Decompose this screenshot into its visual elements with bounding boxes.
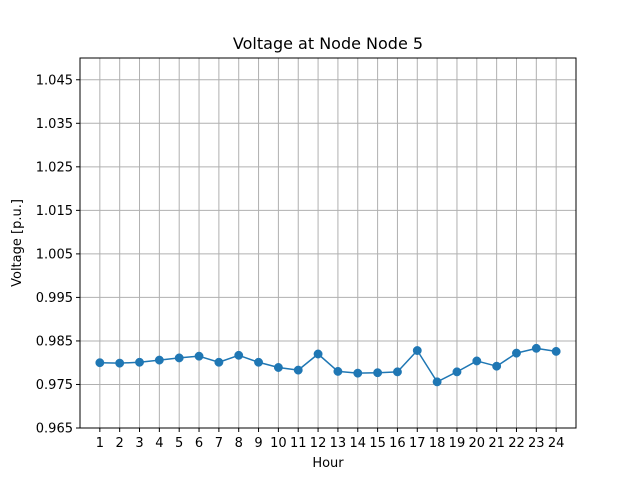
data-point — [174, 353, 184, 363]
data-point — [531, 343, 541, 353]
x-tick-label: 18 — [429, 436, 446, 451]
y-tick-label: 1.035 — [36, 117, 73, 132]
x-tick-label: 12 — [310, 436, 327, 451]
x-tick-label: 1 — [96, 436, 104, 451]
x-tick-label: 11 — [290, 436, 307, 451]
data-point — [135, 357, 144, 367]
x-tick-label: 2 — [116, 436, 124, 451]
series-layer — [95, 343, 561, 387]
data-point — [115, 358, 125, 368]
data-point — [214, 357, 224, 367]
data-point — [333, 366, 343, 376]
plot-frame — [79, 57, 577, 429]
x-tick-label: 3 — [135, 436, 143, 451]
x-tick-label: 6 — [195, 436, 203, 451]
y-tick-label: 0.995 — [36, 291, 73, 306]
y-axis-label: Voltage [p.u.] — [10, 199, 25, 287]
data-point — [492, 361, 502, 371]
data-point — [154, 355, 164, 365]
x-tick-label: 15 — [369, 436, 386, 451]
x-axis-label: Hour — [312, 456, 344, 471]
x-tick-label: 9 — [254, 436, 262, 451]
tick-layer: 1 2 3 4 5 6 7 8 9 10 11 12 13 14 15 16 17 18 19 20 21 22 23 240… — [36, 73, 565, 451]
data-point — [194, 351, 204, 361]
data-point — [373, 368, 383, 378]
data-point — [313, 349, 323, 359]
data-point — [472, 356, 482, 366]
data-point — [234, 350, 244, 360]
x-tick-label: 14 — [349, 436, 366, 451]
x-tick-label: 7 — [215, 436, 223, 451]
data-point — [412, 346, 422, 355]
x-tick-label: 8 — [235, 436, 243, 451]
y-tick-label: 0.985 — [36, 334, 73, 349]
y-tick-label: 0.975 — [36, 378, 73, 393]
x-tick-label: 23 — [528, 436, 545, 451]
x-tick-label: 24 — [548, 436, 565, 451]
x-tick-label: 22 — [508, 436, 525, 451]
x-tick-label: 20 — [469, 436, 486, 451]
chart-title: Voltage at Node Node 5 — [233, 34, 423, 53]
x-tick-label: 10 — [270, 436, 287, 451]
data-point — [512, 348, 521, 358]
x-tick-label: 5 — [175, 436, 183, 451]
data-point — [254, 357, 264, 367]
x-tick-label: 16 — [389, 436, 406, 451]
y-tick-label: 0.965 — [36, 422, 73, 437]
x-tick-label: 19 — [449, 436, 466, 451]
data-point — [452, 367, 462, 377]
x-tick-label: 4 — [155, 436, 163, 451]
y-tick-label: 1.045 — [36, 73, 73, 88]
data-point — [432, 377, 442, 387]
x-tick-label: 17 — [409, 436, 426, 451]
data-point — [293, 365, 303, 375]
x-tick-label: 13 — [330, 436, 347, 451]
x-tick-label: 21 — [488, 436, 505, 451]
data-point — [353, 368, 363, 378]
data-point — [95, 358, 105, 368]
data-point — [392, 367, 402, 377]
data-point — [273, 363, 283, 372]
y-tick-label: 1.015 — [36, 204, 73, 219]
y-tick-label: 1.005 — [36, 247, 73, 262]
y-tick-label: 1.025 — [36, 160, 73, 175]
data-point — [551, 346, 561, 356]
